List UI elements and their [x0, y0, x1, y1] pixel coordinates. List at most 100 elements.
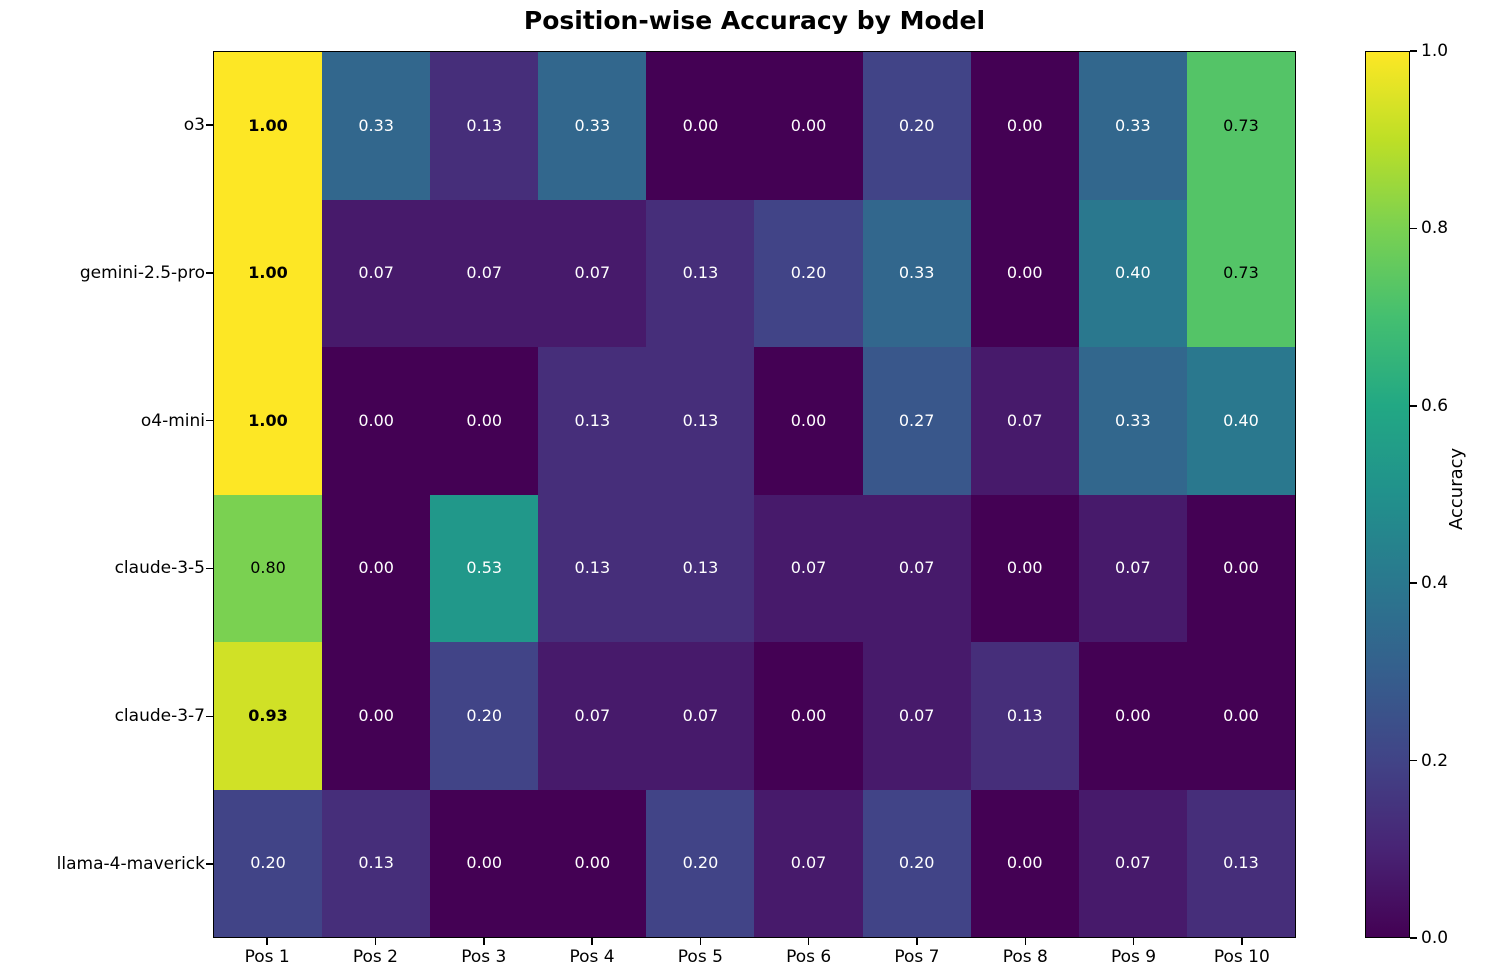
heatmap-cell: 0.00: [754, 347, 863, 495]
x-tick-mark: [807, 938, 810, 945]
y-tick-mark: [206, 863, 213, 865]
heatmap-cell: 0.00: [970, 789, 1079, 937]
colorbar: [1365, 51, 1410, 938]
colorbar-tick-mark: [1410, 582, 1417, 584]
heatmap-cell: 0.33: [1078, 347, 1187, 495]
heatmap-cell: 0.33: [862, 199, 971, 347]
colorbar-tick-mark: [1410, 227, 1417, 230]
heatmap-cell: 0.20: [754, 199, 863, 347]
x-tick-label: Pos 4: [569, 947, 615, 967]
heatmap-cell: 0.13: [538, 494, 647, 642]
heatmap-cell: 0.20: [214, 789, 323, 937]
heatmap-cell: 0.93: [214, 642, 323, 790]
colorbar-tick-label: 0.8: [1421, 218, 1449, 239]
heatmap-cell: 0.07: [862, 642, 971, 790]
heatmap-cell: 0.20: [646, 789, 755, 937]
heatmap-cell: 0.07: [1078, 789, 1187, 937]
heatmap-cell: 0.53: [430, 494, 539, 642]
x-tick-label: Pos 3: [461, 947, 507, 967]
heatmap-cell: 0.40: [1078, 199, 1187, 347]
x-tick-mark: [374, 938, 377, 945]
x-tick-mark: [483, 938, 485, 945]
x-tick-label: Pos 5: [677, 947, 723, 967]
y-tick-label: o3: [183, 114, 205, 135]
colorbar-tick-label: 0.4: [1421, 573, 1449, 594]
heatmap-cell: 0.00: [430, 789, 539, 937]
x-tick-label: Pos 1: [244, 947, 290, 967]
heatmap-cell: 0.00: [322, 347, 431, 495]
heatmap-cell: 0.00: [322, 642, 431, 790]
heatmap-cell: 0.33: [322, 52, 431, 200]
x-tick-mark: [699, 938, 702, 945]
heatmap-cell: 0.07: [754, 789, 863, 937]
heatmap-cell: 0.00: [970, 52, 1079, 200]
heatmap-grid: 1.00 0.33 0.13 0.33 0.00 0.00 0.20 0.00 0.33 0.73…: [213, 51, 1296, 938]
y-tick-label: o4-mini: [140, 410, 205, 431]
y-tick-label: llama-4-maverick: [56, 854, 205, 875]
colorbar-tick-label: 0.6: [1421, 395, 1449, 416]
heatmap-cell: 1.00: [214, 52, 323, 200]
heatmap-cell: 0.13: [322, 789, 431, 937]
colorbar-tick-label: 0.0: [1421, 928, 1449, 948]
heatmap-cell: 0.00: [1186, 642, 1295, 790]
y-tick-label: gemini-2.5-pro: [79, 262, 205, 283]
x-tick-mark: [1241, 938, 1243, 945]
y-tick-label: claude-3-7: [114, 706, 205, 727]
heatmap-cell: 0.00: [646, 52, 755, 200]
heatmap-cell: 0.00: [970, 494, 1079, 642]
heatmap-cell: 0.00: [538, 789, 647, 937]
heatmap-cell: 0.07: [646, 642, 755, 790]
heatmap-cell: 0.13: [970, 642, 1079, 790]
heatmap-cell: 0.07: [970, 347, 1079, 495]
y-tick-mark: [206, 419, 213, 422]
colorbar-tick-mark: [1410, 937, 1417, 939]
heatmap-cell: 0.07: [538, 199, 647, 347]
x-tick-mark: [1132, 938, 1135, 945]
heatmap-cell: 0.13: [538, 347, 647, 495]
heatmap-cell: 0.00: [1078, 642, 1187, 790]
heatmap-cell: 0.07: [430, 199, 539, 347]
heatmap-cell: 0.13: [646, 347, 755, 495]
heatmap-cell: 0.27: [862, 347, 971, 495]
heatmap-cell: 0.33: [538, 52, 647, 200]
heatmap-cell: 0.80: [214, 494, 323, 642]
heatmap-cell: 0.20: [430, 642, 539, 790]
x-tick-label: Pos 10: [1213, 947, 1270, 967]
heatmap-cell: 0.13: [1186, 789, 1295, 937]
heatmap-cell: 0.00: [430, 347, 539, 495]
chart-title: Position-wise Accuracy by Model: [523, 6, 986, 35]
y-tick-label: claude-3-5: [114, 558, 205, 579]
heatmap-cell: 0.07: [862, 494, 971, 642]
heatmap-cell: 0.00: [754, 642, 863, 790]
heatmap-cell: 0.13: [646, 199, 755, 347]
y-tick-mark: [206, 272, 213, 274]
heatmap-cell: 0.20: [862, 789, 971, 937]
colorbar-tick-mark: [1410, 50, 1417, 52]
x-tick-mark: [591, 938, 593, 945]
colorbar-tick-mark: [1410, 759, 1417, 762]
x-tick-mark: [1024, 938, 1026, 945]
heatmap-cell: 0.13: [646, 494, 755, 642]
x-tick-label: Pos 7: [894, 947, 940, 967]
x-tick-mark: [266, 938, 268, 945]
y-tick-mark: [206, 567, 213, 570]
colorbar-axis-label: Accuracy: [1446, 447, 1467, 531]
heatmap-cell: 0.40: [1186, 347, 1295, 495]
x-tick-label: Pos 6: [786, 947, 832, 967]
x-tick-label: Pos 9: [1110, 947, 1157, 967]
heatmap-cell: 0.07: [538, 642, 647, 790]
heatmap-cell: 0.00: [754, 52, 863, 200]
colorbar-gradient: [1366, 52, 1409, 937]
heatmap-cell: 1.00: [214, 199, 323, 347]
heatmap-cell: 0.07: [754, 494, 863, 642]
heatmap-cell: 0.00: [1186, 494, 1295, 642]
colorbar-tick-label: 1.0: [1421, 41, 1449, 61]
heatmap-cell: 0.07: [322, 199, 431, 347]
heatmap-cell: 0.33: [1078, 52, 1187, 200]
colorbar-tick-label: 0.2: [1421, 750, 1449, 771]
y-tick-mark: [206, 715, 213, 717]
heatmap-cell: 0.07: [1078, 494, 1187, 642]
colorbar-tick-mark: [1410, 405, 1417, 407]
heatmap-cell: 0.00: [322, 494, 431, 642]
heatmap-cell: 0.73: [1186, 199, 1295, 347]
